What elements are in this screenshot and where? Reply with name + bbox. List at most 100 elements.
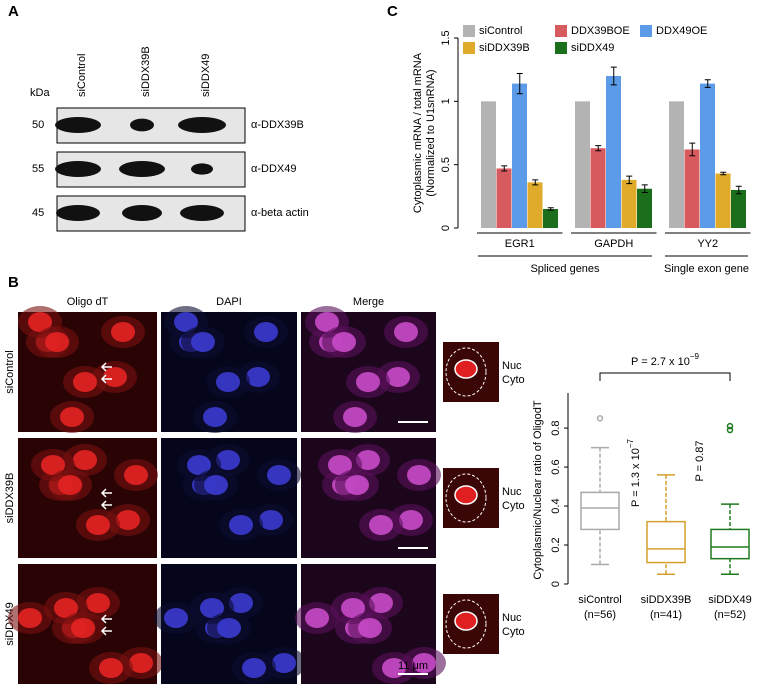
bar xyxy=(481,101,496,228)
blot-band xyxy=(180,205,224,221)
y-tick-label: 0.6 xyxy=(550,459,562,474)
nucleus xyxy=(174,312,198,332)
bar xyxy=(590,148,606,228)
blot-band xyxy=(130,118,154,132)
blot-band xyxy=(55,161,101,177)
nucleus xyxy=(369,515,393,535)
legend-swatch xyxy=(555,42,567,54)
nucleus xyxy=(116,510,140,530)
column-header: Oligo dT xyxy=(67,296,109,308)
error-bar xyxy=(595,145,602,152)
nucleus xyxy=(332,332,356,352)
nucleus xyxy=(356,372,380,392)
inset-cyto xyxy=(445,473,487,523)
arrow xyxy=(100,488,112,510)
nucleus xyxy=(71,618,95,638)
inset-label: Cyto xyxy=(502,626,525,638)
bar xyxy=(512,83,527,228)
bar xyxy=(621,179,637,228)
x-tick-label: EGR1 xyxy=(505,238,535,250)
nucleus xyxy=(343,407,367,427)
nucleus xyxy=(41,455,65,475)
legend-label: siDDX39B xyxy=(479,42,530,54)
bar xyxy=(669,101,684,228)
blot-band xyxy=(122,205,162,221)
row-label: siControl xyxy=(4,350,16,393)
nucleus xyxy=(217,618,241,638)
nucleus xyxy=(86,515,110,535)
panel-label: B xyxy=(8,274,19,291)
error-bar xyxy=(547,207,554,211)
nucleus xyxy=(341,598,365,618)
lane-label: siDDX49 xyxy=(200,54,212,97)
inset-cyto xyxy=(445,347,487,397)
legend-label: siControl xyxy=(479,25,522,37)
y-axis-label: (Normalized to U1snRNA) xyxy=(425,69,437,196)
annotation: P = 0.87 xyxy=(694,440,706,481)
legend-label: DDX49OE xyxy=(656,25,707,37)
bar xyxy=(700,83,715,228)
panel-label: A xyxy=(8,3,19,20)
bar xyxy=(637,188,652,228)
annotation-base: P = 2.7 x 10 xyxy=(631,356,690,368)
error-bar xyxy=(610,66,617,86)
error-bar xyxy=(516,72,523,95)
legend-label: siDDX49 xyxy=(571,42,614,54)
y-tick-label: 0.8 xyxy=(550,420,562,435)
nucleus xyxy=(200,598,224,618)
group-label: Spliced genes xyxy=(530,263,600,275)
antibody-label: α-DDX49 xyxy=(251,163,296,175)
nucleus xyxy=(124,465,148,485)
box xyxy=(580,491,620,531)
nucleus xyxy=(204,475,228,495)
nucleus xyxy=(203,407,227,427)
column-header: Merge xyxy=(353,296,384,308)
panel-label: C xyxy=(387,3,398,20)
annotation-base: P = 1.3 x 10 xyxy=(630,448,642,507)
nucleus xyxy=(73,450,97,470)
x-tick-label: siDDX49 xyxy=(708,594,751,606)
nucleus xyxy=(259,510,283,530)
nucleus xyxy=(272,653,296,673)
legend-swatch xyxy=(463,25,475,37)
y-tick-label: 1.5 xyxy=(440,30,452,45)
inset-label: Nuc xyxy=(502,360,522,372)
annotation-base: P = 0.87 xyxy=(694,440,706,481)
nucleus xyxy=(99,658,123,678)
y-tick-label: 0.2 xyxy=(550,537,562,552)
nucleus xyxy=(164,608,188,628)
arrow xyxy=(100,362,112,384)
nucleus xyxy=(229,515,253,535)
nucleus xyxy=(216,372,240,392)
kda-value: 45 xyxy=(32,207,44,219)
y-axis-label: Cytoplasmic/Nuclear ratio of OligodT xyxy=(532,400,544,579)
inset-nucleus xyxy=(454,359,478,379)
nucleus xyxy=(28,312,52,332)
annotation-text: P = 1.3 x 10−7 xyxy=(626,438,642,507)
legend-swatch xyxy=(463,42,475,54)
nucleus xyxy=(58,475,82,495)
inset-label: Cyto xyxy=(502,500,525,512)
error-bar xyxy=(532,179,539,186)
nucleus xyxy=(229,593,253,613)
row-label: siDDX39B xyxy=(4,473,16,524)
nucleus xyxy=(305,608,329,628)
bar xyxy=(575,101,590,228)
outlier xyxy=(596,415,604,422)
inset-cyto xyxy=(445,599,487,649)
bar xyxy=(684,149,700,228)
error-bar xyxy=(689,142,696,157)
nucleus xyxy=(111,322,135,342)
blot-band xyxy=(56,205,100,221)
annotation-exponent: −9 xyxy=(690,352,700,361)
significance-bracket xyxy=(599,372,731,381)
nucleus xyxy=(315,312,339,332)
annotation: P = 2.7 x 10−9 xyxy=(631,352,700,368)
y-tick-label: 0 xyxy=(550,581,562,587)
kda-label: kDa xyxy=(30,87,50,99)
nucleus xyxy=(18,608,42,628)
nucleus xyxy=(358,618,382,638)
column-header: DAPI xyxy=(216,296,242,308)
nucleus xyxy=(60,407,84,427)
